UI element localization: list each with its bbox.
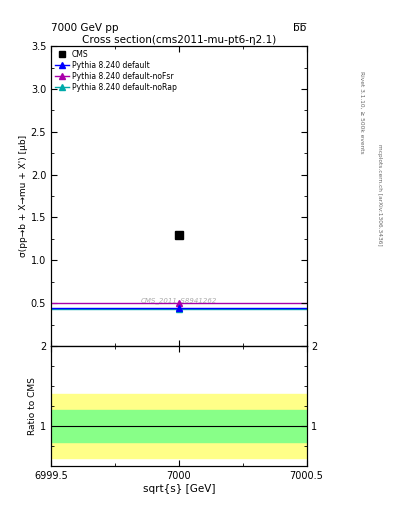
X-axis label: sqrt{s} [GeV]: sqrt{s} [GeV]: [143, 483, 215, 494]
Y-axis label: σ(pp→b + X→mu + X') [μb]: σ(pp→b + X→mu + X') [μb]: [19, 135, 28, 257]
Bar: [51, 410, 307, 442]
Text: Rivet 3.1.10, ≥ 500k events: Rivet 3.1.10, ≥ 500k events: [359, 71, 364, 154]
Bar: [51, 394, 307, 458]
Y-axis label: Ratio to CMS: Ratio to CMS: [28, 377, 37, 435]
Title: Cross section(cms2011-mu-pt6-η2.1): Cross section(cms2011-mu-pt6-η2.1): [82, 35, 276, 45]
Text: CMS_2011_S8941262: CMS_2011_S8941262: [141, 297, 217, 304]
Legend: CMS, Pythia 8.240 default, Pythia 8.240 default-noFsr, Pythia 8.240 default-noRa: CMS, Pythia 8.240 default, Pythia 8.240 …: [53, 48, 178, 93]
Text: mcplots.cern.ch [arXiv:1306.3436]: mcplots.cern.ch [arXiv:1306.3436]: [377, 144, 382, 245]
Text: 7000 GeV pp: 7000 GeV pp: [51, 23, 119, 33]
Text: b̅b̅: b̅b̅: [293, 23, 307, 33]
